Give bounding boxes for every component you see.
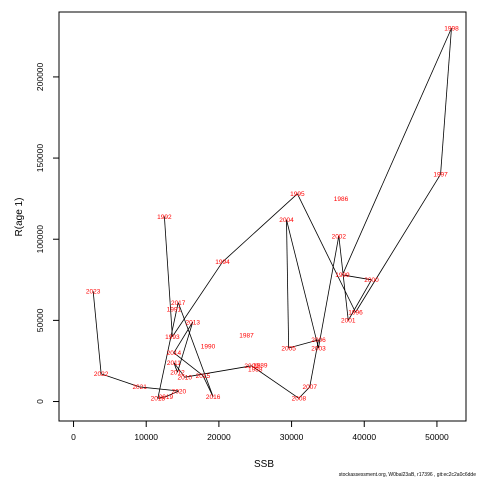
y-tick-label: 150000 <box>35 144 45 173</box>
y-axis-label: R(age 1) <box>14 198 25 237</box>
series-segment <box>177 302 214 397</box>
point-label-2019: 2019 <box>159 394 174 401</box>
point-label-1986: 1986 <box>334 196 349 203</box>
point-label-2022: 2022 <box>94 371 109 378</box>
x-tick-label: 40000 <box>352 432 376 442</box>
series-segment <box>184 365 252 378</box>
series-segment <box>177 321 194 373</box>
series-segment <box>101 373 140 388</box>
series-segment <box>342 28 452 276</box>
point-label-1999: 1999 <box>335 272 350 279</box>
point-label-2000: 2000 <box>364 277 379 284</box>
x-axis-label: SSB <box>254 459 274 470</box>
point-label-2009: 2009 <box>244 363 259 370</box>
point-label-1994: 1994 <box>215 259 230 266</box>
point-labels: 1992 1993 1994 1995 1996 1997 1998 1999 2000 2001… <box>86 26 459 403</box>
series-segment <box>309 339 319 387</box>
point-label-1993: 1993 <box>165 334 180 341</box>
x-axis: 0 10000 20000 30000 40000 50000 <box>71 421 449 442</box>
point-label-1988: 1988 <box>248 366 263 373</box>
x-tick-label: 50000 <box>425 432 449 442</box>
series-segment <box>172 261 223 337</box>
series-segment <box>165 390 180 398</box>
point-label-2013: 2013 <box>185 319 200 326</box>
series-segment <box>297 193 356 313</box>
point-label-1990: 1990 <box>201 344 216 351</box>
series-segment <box>288 339 319 349</box>
series-segment <box>440 28 452 175</box>
y-tick-label: 50000 <box>35 308 45 332</box>
y-tick-label: 0 <box>35 399 45 404</box>
point-label-2016: 2016 <box>206 394 221 401</box>
point-label-2012: 2012 <box>170 370 185 377</box>
series-segment <box>286 219 319 349</box>
point-label-1987: 1987 <box>239 332 254 339</box>
point-label-2002: 2002 <box>332 233 347 240</box>
series-segment <box>355 174 441 313</box>
point-label-2005: 2005 <box>281 345 296 352</box>
series-segment <box>173 362 186 378</box>
point-label-2010: 2010 <box>177 374 192 381</box>
y-tick-label: 100000 <box>35 225 45 254</box>
point-label-1998: 1998 <box>444 26 459 33</box>
point-label-2006: 2006 <box>311 337 326 344</box>
series-path <box>92 28 452 399</box>
series-segment <box>92 291 102 374</box>
footer-credit: stockassessment.org, W0bal23aB, r17396 ,… <box>338 472 476 478</box>
x-tick-label: 30000 <box>280 432 304 442</box>
point-label-2017: 2017 <box>171 300 186 307</box>
point-label-1996: 1996 <box>348 310 363 317</box>
point-label-2014: 2014 <box>167 350 182 357</box>
point-label-2020: 2020 <box>172 388 187 395</box>
point-label-2011: 2011 <box>167 360 181 367</box>
point-label-2004: 2004 <box>279 217 294 224</box>
point-label-2003: 2003 <box>311 345 326 352</box>
point-label-2007: 2007 <box>303 384 318 391</box>
x-tick-label: 0 <box>71 432 76 442</box>
series-segment <box>163 216 173 337</box>
point-label-2021: 2021 <box>132 384 147 391</box>
series-segment <box>157 396 166 399</box>
series-segment <box>342 274 372 281</box>
series-segment <box>139 386 179 392</box>
series-segment <box>347 279 372 321</box>
y-tick-label: 200000 <box>35 62 45 91</box>
point-label-2023: 2023 <box>86 288 101 295</box>
series-segment <box>173 362 178 373</box>
series-segment <box>173 352 204 376</box>
point-label-1989: 1989 <box>253 362 268 369</box>
series-segment <box>157 302 179 399</box>
series-segment <box>318 235 340 349</box>
series-segment <box>222 193 298 263</box>
series-segment <box>251 365 300 399</box>
point-label-2001: 2001 <box>341 318 356 325</box>
x-tick-label: 10000 <box>134 432 158 442</box>
point-label-1995: 1995 <box>290 191 305 198</box>
point-label-1997: 1997 <box>433 172 448 179</box>
point-label-1992: 1992 <box>157 214 172 221</box>
series-segment <box>298 386 311 399</box>
point-label-2008: 2008 <box>292 396 307 403</box>
plot-frame <box>58 11 467 422</box>
series-segment <box>286 219 290 348</box>
series-segment <box>173 321 194 354</box>
y-axis: 0 50000 100000 150000 200000 <box>35 62 59 404</box>
x-tick-label: 20000 <box>207 432 231 442</box>
point-label-2015: 2015 <box>196 373 211 380</box>
series-segment <box>338 235 349 321</box>
point-label-1991: 1991 <box>167 306 182 313</box>
point-label-2018: 2018 <box>151 396 166 403</box>
